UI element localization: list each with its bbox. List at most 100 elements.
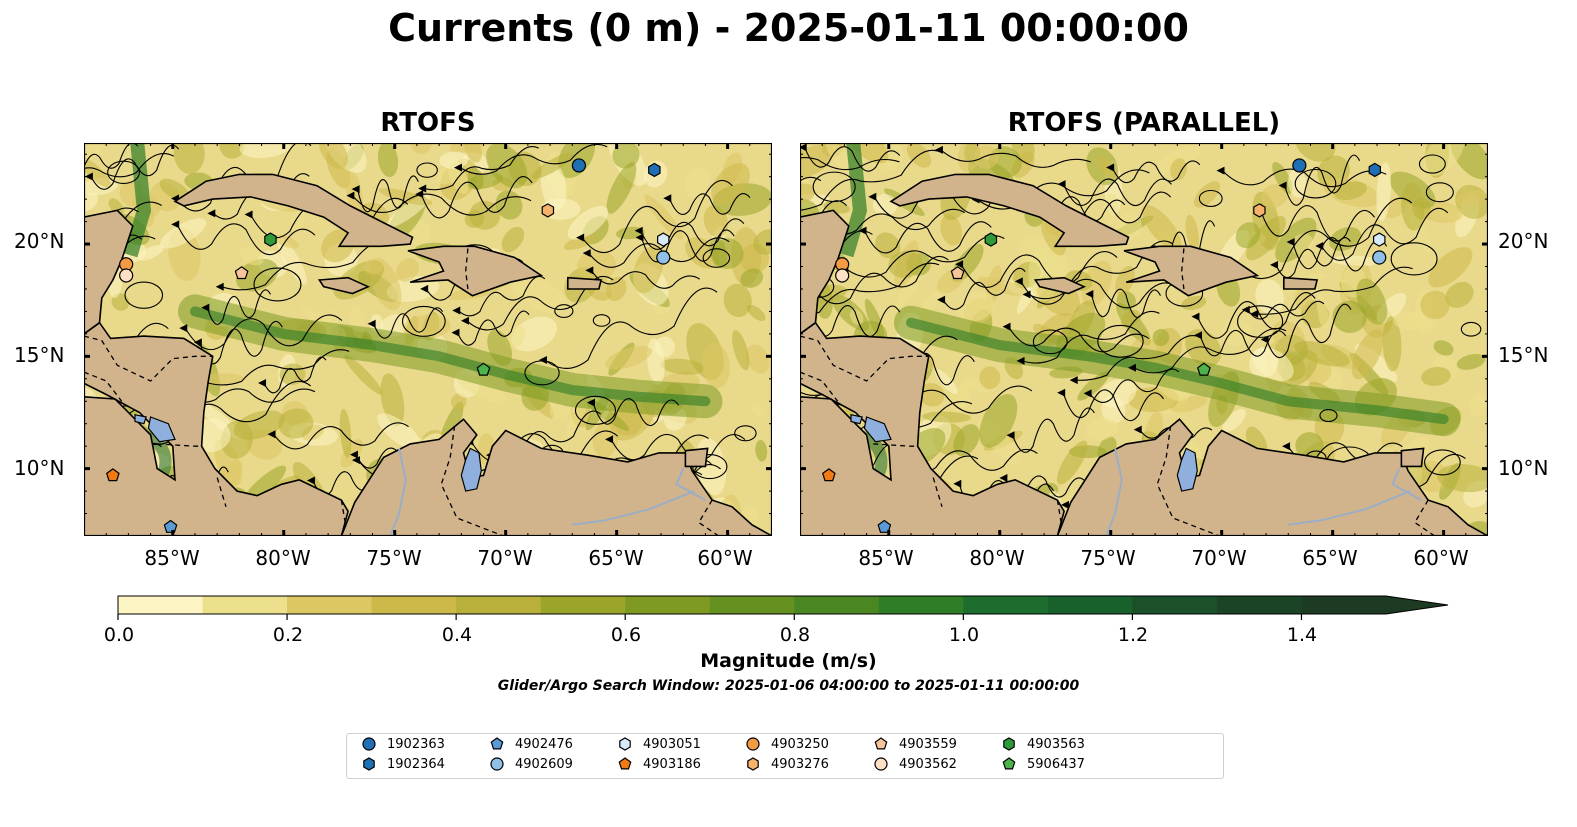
- land-yucatan: [84, 143, 134, 335]
- legend-marker-4902609: [490, 757, 504, 771]
- legend-label: 4903563: [1027, 736, 1085, 752]
- land-south-america: [1056, 418, 1488, 536]
- float-marker-4902476: [877, 519, 892, 533]
- land-jamaica: [317, 276, 371, 295]
- float-marker-5906437: [1196, 362, 1211, 376]
- colorbar-segment: [963, 596, 1049, 614]
- float-marker-4903563: [264, 232, 277, 247]
- float-marker-5906437: [476, 362, 491, 376]
- search-window-note: Glider/Argo Search Window: 2025-01-06 04…: [497, 678, 1080, 694]
- hexagon-marker-icon: [747, 757, 759, 771]
- lakes: [850, 413, 1198, 492]
- colorbar-tick-0.8: 0.8: [779, 624, 811, 646]
- legend-item-4902476: 4902476: [489, 736, 573, 752]
- legend-item-4902609: 4902609: [489, 756, 573, 772]
- float-marker-4903051: [656, 232, 670, 247]
- legend-item-4903276: 4903276: [745, 756, 829, 772]
- legend-marker-4902476: [490, 737, 504, 750]
- float-marker-1902363: [1292, 158, 1307, 173]
- land-cuba: [889, 173, 1130, 248]
- float-markers: [821, 158, 1387, 533]
- float-markers: [105, 158, 671, 533]
- circle-marker-icon: [746, 737, 760, 751]
- float-marker-1902364: [1368, 162, 1382, 178]
- legend-label: 4903051: [643, 736, 701, 752]
- colorbar-segment: [878, 596, 964, 614]
- lat-label-10n-right: 10°N: [1498, 456, 1549, 480]
- colorbar-segment: [1301, 596, 1387, 614]
- float-marker-4902609: [1372, 250, 1387, 265]
- pentagon-marker-icon: [618, 757, 632, 770]
- colorbar-segment: [794, 596, 880, 614]
- pentagon-marker-icon: [1002, 757, 1016, 770]
- legend-label: 4902476: [515, 736, 573, 752]
- colorbar-tick-0.4: 0.4: [441, 624, 473, 646]
- lon-label-75w-right: 75°W: [1080, 546, 1136, 570]
- colorbar-segment: [540, 596, 626, 614]
- legend-marker-4903051: [619, 737, 631, 751]
- float-marker-1902364: [648, 162, 661, 178]
- legend-marker-5906437: [1002, 757, 1016, 770]
- legend-item-4903563: 4903563: [1001, 736, 1085, 752]
- float-marker-4903562: [119, 268, 134, 283]
- legend-marker-4903563: [1003, 737, 1015, 751]
- float-marker-4903559: [950, 266, 965, 280]
- float-marker-4903186: [821, 468, 836, 482]
- colorbar-segment: [709, 596, 795, 614]
- legend-marker-1902363: [362, 737, 376, 751]
- float-marker-4903276: [541, 203, 555, 218]
- lon-label-75w-left: 75°W: [366, 546, 422, 570]
- lon-label-70w-right: 70°W: [1191, 546, 1247, 570]
- colorbar-segment: [118, 596, 204, 614]
- lat-label-10n-left: 10°N: [14, 456, 65, 480]
- legend-label: 4903276: [771, 756, 829, 772]
- float-marker-4902609: [656, 250, 671, 265]
- legend-label: 4903559: [899, 736, 957, 752]
- land-masses: [800, 143, 1488, 536]
- land-puerto-rico: [1282, 276, 1319, 290]
- lon-label-65w-right: 65°W: [1302, 546, 1358, 570]
- lon-label-65w-left: 65°W: [588, 546, 644, 570]
- hexagon-marker-icon: [619, 737, 631, 751]
- legend-item-5906437: 5906437: [1001, 756, 1085, 772]
- legend-item-4903250: 4903250: [745, 736, 829, 752]
- lat-label-20n-left: 20°N: [14, 229, 65, 253]
- colorbar-segment: [371, 596, 457, 614]
- land-trinidad: [684, 447, 709, 468]
- colorbar-segment: [625, 596, 711, 614]
- legend-marker-4903562: [874, 757, 888, 771]
- colorbar-segment: [456, 596, 542, 614]
- legend-item-4903051: 4903051: [617, 736, 701, 752]
- pentagon-marker-icon: [874, 737, 888, 750]
- land-yucatan: [800, 143, 850, 335]
- lat-label-15n-left: 15°N: [14, 343, 65, 367]
- circle-marker-icon: [874, 757, 888, 771]
- legend-label: 1902364: [387, 756, 445, 772]
- circle-marker-icon: [362, 737, 376, 751]
- hexagon-marker-icon: [363, 757, 375, 771]
- lon-label-60w-right: 60°W: [1413, 546, 1469, 570]
- legend-label: 4903562: [899, 756, 957, 772]
- legend-marker-4903250: [746, 737, 760, 751]
- lon-label-80w-left: 80°W: [255, 546, 311, 570]
- lat-label-15n-right: 15°N: [1498, 343, 1549, 367]
- legend-marker-4903559: [874, 737, 888, 750]
- legend-item-4903562: 4903562: [873, 756, 957, 772]
- float-marker-4903562: [835, 268, 850, 283]
- legend-item-4903559: 4903559: [873, 736, 957, 752]
- colorbar-tick-1.4: 1.4: [1286, 624, 1318, 646]
- colorbar-segment: [202, 596, 288, 614]
- lon-label-85w-right: 85°W: [858, 546, 914, 570]
- map-panel-rtofs: [84, 143, 772, 536]
- rivers: [1105, 448, 1422, 536]
- colorbar-segment: [287, 596, 373, 614]
- colorbar-tick-0.2: 0.2: [272, 624, 304, 646]
- float-marker-4903051: [1372, 232, 1386, 247]
- colorbar-extend-arrow: [1386, 596, 1448, 614]
- rivers: [389, 448, 706, 536]
- land-hispaniola: [1123, 245, 1260, 297]
- colorbar-tick-0.6: 0.6: [610, 624, 642, 646]
- legend-label: 4903186: [643, 756, 701, 772]
- land-trinidad: [1400, 447, 1425, 468]
- country-borders: [84, 248, 720, 536]
